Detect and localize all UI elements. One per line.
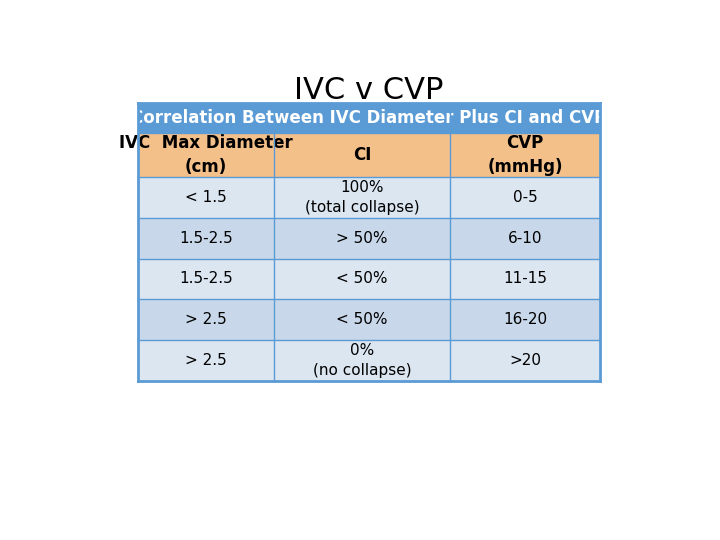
Text: < 1.5: < 1.5 — [185, 190, 227, 205]
Text: 0%
(no collapse): 0% (no collapse) — [312, 343, 411, 377]
Text: 0-5: 0-5 — [513, 190, 537, 205]
Text: 1.5-2.5: 1.5-2.5 — [179, 231, 233, 246]
Text: > 2.5: > 2.5 — [185, 353, 227, 368]
Bar — [138, 259, 274, 299]
Text: 11-15: 11-15 — [503, 272, 547, 286]
Text: 100%
(total collapse): 100% (total collapse) — [305, 180, 419, 215]
Bar — [450, 259, 600, 299]
Text: 6-10: 6-10 — [508, 231, 542, 246]
Bar — [274, 177, 450, 218]
Text: 1.5-2.5: 1.5-2.5 — [179, 272, 233, 286]
Bar — [274, 218, 450, 259]
Text: > 2.5: > 2.5 — [185, 312, 227, 327]
Text: IVC v CVP: IVC v CVP — [294, 76, 444, 105]
Bar — [274, 259, 450, 299]
Bar — [450, 218, 600, 259]
Text: 16-20: 16-20 — [503, 312, 547, 327]
Bar — [450, 132, 600, 177]
Text: Correlation Between IVC Diameter Plus CI and CVP: Correlation Between IVC Diameter Plus CI… — [131, 109, 607, 127]
Text: > 50%: > 50% — [336, 231, 388, 246]
Bar — [274, 132, 450, 177]
Bar — [138, 177, 274, 218]
Text: CVP
(mmHg): CVP (mmHg) — [487, 134, 562, 176]
Bar — [274, 340, 450, 381]
Text: >20: >20 — [509, 353, 541, 368]
Bar — [138, 103, 600, 132]
Bar — [274, 299, 450, 340]
Bar — [138, 218, 274, 259]
Text: < 50%: < 50% — [336, 312, 388, 327]
Bar — [138, 340, 274, 381]
Text: CI: CI — [353, 146, 372, 164]
Text: < 50%: < 50% — [336, 272, 388, 286]
Bar — [450, 177, 600, 218]
Bar — [138, 132, 274, 177]
Bar — [138, 299, 274, 340]
Bar — [450, 340, 600, 381]
Bar — [450, 299, 600, 340]
Text: IVC  Max Diameter
(cm): IVC Max Diameter (cm) — [120, 134, 293, 176]
